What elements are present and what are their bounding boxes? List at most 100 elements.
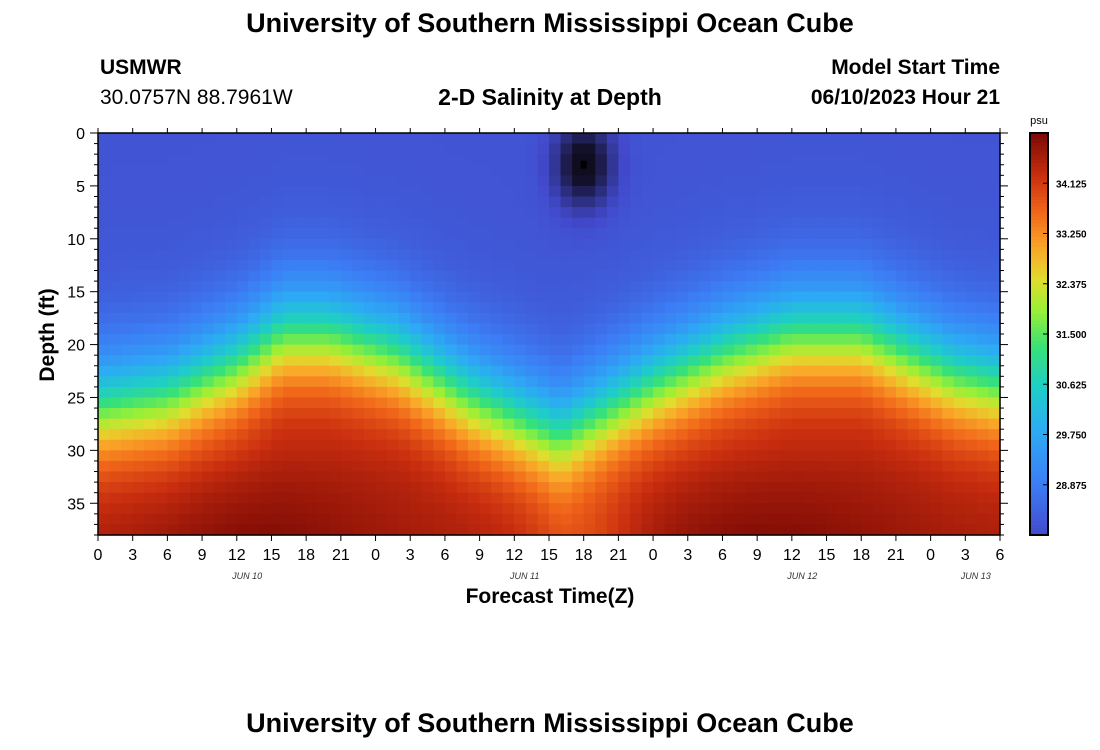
heatmap-cell [664,408,677,420]
heatmap-cell [352,259,365,272]
colorbar-segment [1030,196,1048,201]
heatmap-cell [572,291,585,303]
heatmap-cell [583,133,596,145]
heatmap-cell [155,217,168,229]
heatmap-cell [583,460,596,473]
heatmap-cell [525,164,539,176]
heatmap-cell [375,238,388,250]
heatmap-cell [155,164,168,176]
heatmap-cell [549,439,562,451]
heatmap-cell [202,196,215,208]
heatmap-cell [676,323,689,335]
heatmap-cell [514,259,527,272]
heatmap-cell [375,439,388,451]
heatmap-cell [826,355,839,367]
heatmap-cell [942,259,955,272]
heatmap-cell [144,196,157,208]
heatmap-cell [271,344,284,356]
heatmap-cell [98,323,111,335]
heatmap-cell [687,503,700,515]
heatmap-cell [132,471,145,483]
colorbar-segment [1030,498,1048,503]
heatmap-cell [202,365,215,377]
heatmap-cell [178,312,192,325]
heatmap-cell [757,259,770,272]
heatmap-cell [849,482,862,494]
heatmap-cell [410,513,423,526]
heatmap-cell [236,355,249,367]
heatmap-cell [814,418,828,430]
heatmap-cell [98,196,111,208]
heatmap-cell [618,238,631,250]
heatmap-cell [722,154,735,166]
heatmap-cell [606,397,619,409]
heatmap-cell [988,238,1001,250]
heatmap-cell [132,482,145,494]
heatmap-cell [109,386,122,399]
heatmap-cell [676,492,689,504]
y-tick-label: 5 [76,179,85,196]
heatmap-cell [583,429,596,441]
heatmap-cell [236,386,249,399]
heatmap-cell [98,376,111,388]
heatmap-cell [699,228,712,240]
x-tick-label: 6 [718,547,727,564]
heatmap-cell [895,334,909,346]
heatmap-cell [375,460,388,473]
heatmap-cell [132,217,145,229]
heatmap-cell [699,270,712,282]
heatmap-cell [375,323,388,335]
heatmap-cell [537,439,550,451]
heatmap-cell [98,418,111,430]
heatmap-cell [121,492,134,504]
heatmap-cell [410,408,423,420]
heatmap-cell [560,471,573,483]
heatmap-cell [317,291,330,303]
heatmap-cell [907,471,920,483]
colorbar-segment [1030,139,1048,144]
heatmap-cell [953,196,966,208]
heatmap-cell [629,270,643,282]
heatmap-cell [791,154,805,166]
heatmap-cell [444,439,458,451]
heatmap-cell [178,513,192,526]
heatmap-cell [699,217,712,229]
heatmap-cell [259,217,273,229]
heatmap-cell [826,238,839,250]
heatmap-cell [352,249,365,261]
heatmap-cell [375,249,388,261]
heatmap-cell [583,270,596,282]
heatmap-cell [618,482,631,494]
heatmap-cell [121,482,134,494]
colorbar-segment [1030,447,1048,452]
heatmap-cell [953,185,966,198]
heatmap-cell [502,408,515,420]
heatmap-cell [572,228,585,240]
heatmap-cell [629,492,643,504]
heatmap-cell [745,386,758,399]
heatmap-cell [849,270,862,282]
heatmap-cell [791,524,805,536]
heatmap-cell [849,207,862,219]
heatmap-cell [549,323,562,335]
heatmap-cell [398,312,411,325]
heatmap-cell [167,259,180,272]
heatmap-cell [514,238,527,250]
heatmap-cell [410,217,423,229]
heatmap-cell [803,249,816,261]
heatmap-cell [664,429,677,441]
heatmap-cell [132,439,145,451]
heatmap-cell [271,143,284,155]
heatmap-cell [953,154,966,166]
heatmap-cell [294,429,307,441]
heatmap-cell [132,312,145,325]
heatmap-cell [618,355,631,367]
heatmap-cell [340,365,354,377]
heatmap-cell [895,471,909,483]
heatmap-cell [572,513,585,526]
heatmap-cell [757,291,770,303]
heatmap-cell [861,196,874,208]
heatmap-cell [421,460,434,473]
heatmap-cell [294,175,307,187]
heatmap-cell [976,376,990,388]
